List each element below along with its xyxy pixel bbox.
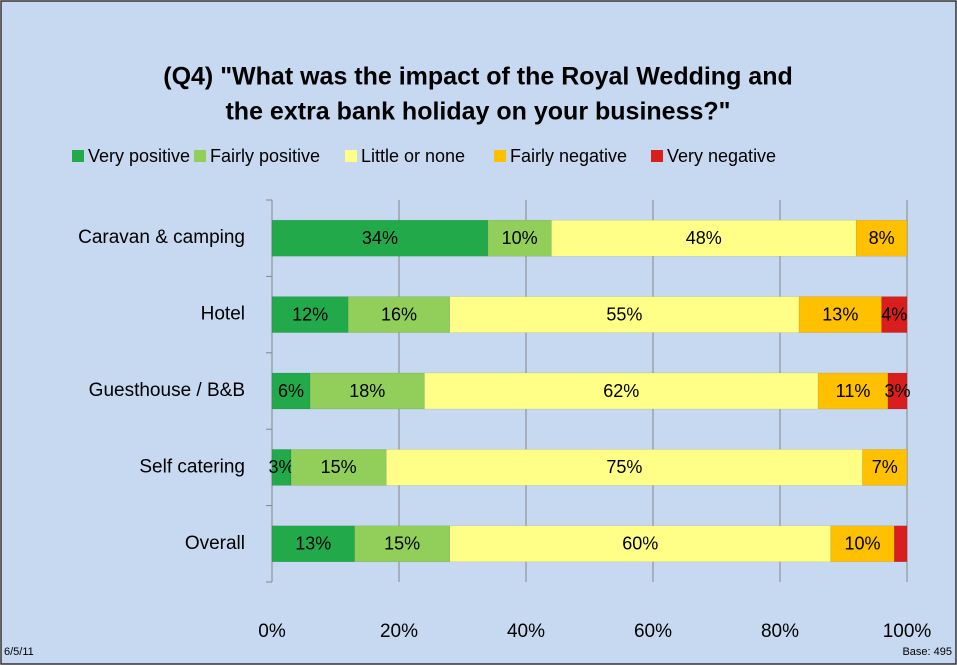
- bar-segment: [830, 525, 895, 563]
- bar-segment: [881, 296, 908, 333]
- data-label: 12%: [292, 304, 328, 324]
- bar-segment: [855, 219, 908, 257]
- data-label: 48%: [686, 228, 722, 248]
- bar-segment: [449, 296, 800, 333]
- legend-swatch: [345, 150, 357, 162]
- data-label: 34%: [362, 228, 398, 248]
- bar-segment: [271, 296, 349, 333]
- chart-title: (Q4) "What was the impact of the Royal W…: [163, 63, 793, 91]
- legend-swatch: [494, 150, 506, 162]
- legend-label: Very negative: [667, 146, 776, 166]
- category-label: Guesthouse / B&B: [89, 380, 245, 401]
- bar-segment: [862, 449, 908, 486]
- x-tick-label: 40%: [507, 621, 545, 642]
- data-label: 6%: [278, 381, 304, 401]
- data-label: 10%: [502, 228, 538, 248]
- data-label: 11%: [836, 381, 871, 401]
- bar-segment: [309, 372, 425, 410]
- data-label: 16%: [381, 304, 417, 324]
- bar-segment: [271, 219, 489, 257]
- bar-segment: [894, 525, 908, 563]
- legend-swatch: [651, 150, 663, 162]
- category-label: Self catering: [139, 456, 245, 477]
- legend-label: Little or none: [361, 146, 465, 166]
- bar-segment: [271, 372, 311, 410]
- bar-segment: [887, 372, 908, 410]
- x-tick-label: 80%: [761, 621, 799, 642]
- bar-segment: [424, 372, 819, 410]
- bar-segment: [290, 449, 387, 486]
- bar-segment: [487, 219, 552, 257]
- data-label: 15%: [384, 534, 420, 554]
- category-label: Caravan & camping: [78, 227, 245, 248]
- bar-segment: [798, 296, 882, 333]
- data-label: 10%: [845, 534, 881, 554]
- data-label: 60%: [622, 534, 658, 554]
- bar-segment: [347, 296, 451, 333]
- data-label: 18%: [349, 381, 385, 401]
- x-tick-label: 100%: [883, 621, 932, 642]
- legend-label: Fairly positive: [210, 146, 320, 166]
- legend-swatch: [194, 150, 206, 162]
- data-label: 62%: [603, 381, 639, 401]
- data-label: 15%: [321, 457, 357, 477]
- base: Base: 495: [902, 646, 952, 658]
- data-label: 7%: [872, 457, 898, 477]
- legend-label: Fairly negative: [510, 146, 627, 166]
- data-label: 55%: [606, 304, 642, 324]
- x-tick-label: 20%: [380, 621, 418, 642]
- bar-segment: [271, 525, 355, 563]
- chart-title: the extra bank holiday on your business?…: [225, 98, 730, 126]
- category-label: Hotel: [201, 304, 245, 325]
- data-label: 3%: [269, 457, 295, 477]
- bar-segment: [449, 525, 832, 563]
- legend-label: Very positive: [88, 146, 190, 166]
- data-label: 4%: [881, 304, 907, 324]
- data-label: 13%: [822, 304, 858, 324]
- date: 6/5/11: [4, 646, 34, 658]
- bar-segment: [354, 525, 451, 563]
- x-tick-label: 0%: [258, 621, 286, 642]
- legend-swatch: [72, 150, 84, 162]
- category-label: Overall: [185, 533, 245, 554]
- x-tick-label: 60%: [634, 621, 672, 642]
- data-label: 75%: [606, 457, 642, 477]
- bar-segment: [386, 449, 863, 486]
- data-label: 3%: [884, 381, 910, 401]
- data-label: 8%: [869, 228, 895, 248]
- bar-segment: [817, 372, 889, 410]
- bar-segment: [551, 219, 857, 257]
- data-label: 13%: [295, 534, 331, 554]
